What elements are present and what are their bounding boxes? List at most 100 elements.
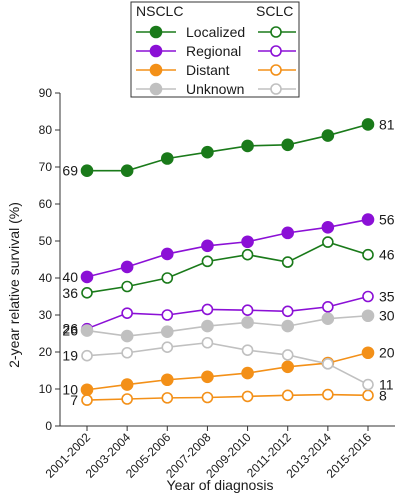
data-point xyxy=(281,305,294,318)
data-point xyxy=(161,341,174,353)
data-point xyxy=(201,255,214,268)
start-value-label: 36 xyxy=(62,285,78,301)
y-tick-label: 70 xyxy=(39,160,53,174)
y-tick-label: 60 xyxy=(39,197,53,211)
legend-header-sclc: SCLC xyxy=(256,3,293,19)
data-point xyxy=(121,393,133,405)
y-axis-title: 2-year relative survival (%) xyxy=(6,202,22,368)
data-point xyxy=(362,389,374,402)
data-point xyxy=(161,309,174,321)
y-tick-label: 40 xyxy=(39,271,53,285)
data-point xyxy=(80,164,94,177)
data-point xyxy=(160,325,174,338)
data-point xyxy=(362,248,374,261)
data-point xyxy=(281,319,295,333)
data-point xyxy=(80,383,94,397)
legend-marker-filled xyxy=(149,25,163,39)
data-point xyxy=(361,346,375,360)
data-point xyxy=(120,329,134,343)
series-nsclc-unknown xyxy=(80,309,375,343)
series-nsclc-localized xyxy=(80,118,375,177)
data-point xyxy=(201,303,214,316)
data-point xyxy=(241,248,254,261)
legend-marker-filled xyxy=(149,82,163,96)
data-point xyxy=(121,307,133,319)
y-tick-label: 90 xyxy=(39,86,53,100)
legend-entry-localized: Localized xyxy=(136,24,296,40)
start-value-label: 26 xyxy=(62,323,78,339)
end-value-label: 20 xyxy=(379,345,395,361)
plot-area: 01020304050607080902001-20022003-2004200… xyxy=(39,86,395,481)
series-nsclc-distant xyxy=(80,346,375,397)
data-point xyxy=(281,256,294,268)
end-value-label: 30 xyxy=(379,308,395,324)
data-point xyxy=(322,236,334,248)
y-tick-label: 80 xyxy=(39,123,53,137)
data-point xyxy=(201,319,214,333)
series-line xyxy=(86,295,369,330)
data-point xyxy=(361,309,375,323)
end-value-label: 46 xyxy=(379,247,395,263)
series-sclc-unknown xyxy=(81,336,374,391)
series-sclc-localized xyxy=(81,236,374,299)
data-point xyxy=(120,260,134,274)
legend-label: Regional xyxy=(186,43,241,59)
data-point xyxy=(321,221,335,234)
series-line xyxy=(86,218,369,278)
data-point xyxy=(281,226,295,240)
series-line xyxy=(86,241,369,294)
start-value-label: 10 xyxy=(62,382,78,398)
data-point xyxy=(241,316,254,329)
legend-label: Distant xyxy=(186,62,230,78)
series-line xyxy=(86,393,369,401)
y-tick-label: 0 xyxy=(45,419,52,433)
series-line xyxy=(86,314,369,337)
data-point xyxy=(322,358,334,370)
data-point xyxy=(160,247,174,261)
data-point xyxy=(241,139,254,153)
series-sclc-regional xyxy=(81,290,374,335)
end-value-label: 8 xyxy=(379,387,387,403)
y-tick-label: 10 xyxy=(39,382,53,396)
data-point xyxy=(81,286,93,299)
series-line xyxy=(87,123,369,172)
legend-header-nsclc: NSCLC xyxy=(136,3,183,19)
legend: NSCLC SCLC Localized Regional Distant Unknown xyxy=(130,1,300,98)
data-point xyxy=(241,390,254,403)
data-point xyxy=(120,164,134,177)
y-tick-label: 50 xyxy=(39,234,53,248)
data-point xyxy=(120,378,134,391)
data-point xyxy=(80,324,94,337)
start-value-label: 40 xyxy=(62,269,78,285)
legend-marker-open xyxy=(270,45,282,57)
data-point xyxy=(80,270,94,284)
data-point xyxy=(281,349,294,361)
y-tick-label: 30 xyxy=(39,308,53,322)
data-point xyxy=(161,272,174,284)
data-point xyxy=(241,366,254,380)
data-point xyxy=(241,235,254,249)
data-point xyxy=(281,138,295,152)
data-point xyxy=(81,349,93,362)
y-tick-label: 20 xyxy=(39,345,53,359)
series-sclc-distant xyxy=(81,388,374,406)
legend-label: Unknown xyxy=(186,81,244,97)
legend-marker-filled xyxy=(149,63,163,77)
data-point xyxy=(321,312,335,326)
data-point xyxy=(121,280,133,293)
series-layer xyxy=(80,118,375,406)
series-nsclc-regional xyxy=(80,213,375,284)
x-axis-title: Year of diagnosis xyxy=(167,477,274,493)
end-value-label: 56 xyxy=(379,212,395,228)
data-point xyxy=(201,145,214,159)
series-line xyxy=(86,351,369,391)
data-point xyxy=(81,394,93,406)
legend-marker-filled xyxy=(149,44,163,58)
legend-marker-open xyxy=(270,83,282,95)
data-point xyxy=(160,152,174,165)
data-point xyxy=(241,344,254,356)
data-point xyxy=(361,118,375,131)
legend-label: Localized xyxy=(186,24,245,40)
data-point xyxy=(160,373,174,387)
